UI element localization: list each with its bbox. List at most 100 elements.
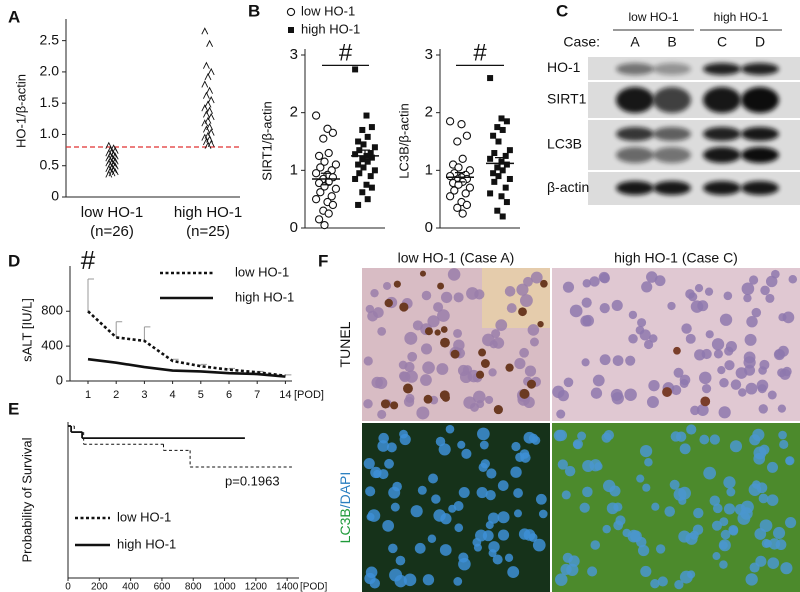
nucleus: [366, 512, 375, 521]
nucleus: [365, 486, 376, 497]
nucleus: [577, 431, 587, 441]
nucleus: [711, 338, 725, 351]
data-point: [498, 158, 505, 165]
nucleus: [370, 466, 382, 479]
nucleus: [709, 434, 720, 445]
nucleus: [649, 334, 658, 343]
nucleus: [370, 288, 379, 298]
nucleus: [461, 448, 472, 459]
data-point: [327, 192, 336, 201]
nucleus: [488, 541, 500, 553]
error-bar: [360, 149, 370, 163]
nucleus: [486, 468, 497, 479]
y-tick-label: 1: [425, 161, 433, 178]
tunel-positive: [519, 388, 530, 399]
data-point: [363, 112, 370, 119]
data-point: [201, 104, 209, 112]
nucleus: [749, 434, 761, 446]
tunel-positive: [380, 399, 391, 409]
y-tick-label: 2.5: [40, 31, 60, 47]
nucleus: [504, 553, 514, 562]
y-tick-label: 2.0: [40, 63, 60, 79]
nucleus: [670, 431, 681, 442]
nucleus: [528, 433, 539, 443]
tunel-positive: [419, 270, 426, 277]
error-bar: [321, 172, 331, 186]
nucleus: [524, 365, 537, 377]
nucleus: [693, 507, 704, 519]
nucleus: [678, 486, 691, 500]
nucleus: [655, 544, 666, 554]
data-point: [506, 147, 513, 154]
data-point: [491, 150, 498, 157]
data-point: [490, 170, 497, 177]
nucleus: [589, 276, 600, 287]
data-point: [457, 120, 466, 129]
data-point: [356, 147, 363, 154]
data-point: [206, 106, 214, 114]
nucleus: [785, 456, 795, 466]
y-axis-label: LC3B/β-actin: [396, 103, 411, 178]
data-point: [311, 195, 321, 204]
data-point: [355, 161, 362, 168]
tunel-positive: [526, 379, 537, 389]
nucleus: [694, 284, 704, 293]
nucleus: [478, 462, 488, 472]
blot-band: [703, 87, 741, 113]
nucleus: [404, 361, 415, 373]
nucleus: [768, 538, 781, 550]
nucleus: [563, 377, 574, 388]
data-point: [499, 167, 506, 174]
data-point: [499, 126, 506, 133]
data-point: [331, 160, 341, 169]
nucleus: [582, 486, 593, 498]
row-label: LC3B/DAPI: [337, 472, 353, 544]
nucleus: [641, 281, 653, 293]
nucleus: [445, 424, 455, 434]
nucleus: [640, 565, 652, 577]
data-point: [367, 173, 374, 180]
data-point: [204, 72, 212, 81]
nucleus: [758, 366, 767, 375]
nucleus: [673, 367, 684, 378]
tunel-positive: [700, 396, 711, 407]
nucleus: [556, 409, 566, 419]
data-point: [201, 133, 209, 141]
data-point: [324, 209, 333, 218]
data-point: [105, 141, 113, 149]
blot-band: [741, 147, 779, 163]
x-tick-label: 800: [185, 582, 202, 592]
nucleus: [751, 307, 762, 318]
data-point: [458, 154, 467, 163]
nucleus: [421, 290, 432, 301]
nucleus: [765, 293, 775, 303]
nucleus: [484, 395, 494, 405]
blot-band: [616, 87, 654, 113]
x-axis-label: [POD]: [294, 389, 324, 401]
nucleus: [497, 529, 510, 541]
nucleus: [611, 299, 623, 311]
nucleus: [384, 458, 394, 469]
tunel-positive: [480, 359, 490, 368]
data-point: [368, 154, 375, 161]
nucleus: [757, 384, 767, 394]
nucleus: [466, 287, 479, 300]
annotation: #: [339, 40, 353, 67]
nucleus: [718, 406, 731, 419]
nucleus: [778, 430, 787, 440]
tunel-positive: [478, 348, 487, 357]
nucleus: [433, 302, 444, 313]
data-point: [206, 39, 214, 47]
data-point: [355, 201, 362, 208]
nucleus: [718, 539, 731, 552]
nucleus: [519, 294, 533, 307]
data-line: [87, 310, 286, 378]
tunel-positive: [493, 405, 503, 415]
nucleus: [758, 493, 769, 504]
nucleus: [422, 574, 435, 586]
data-point: [314, 215, 324, 224]
data-point: [105, 164, 113, 173]
nucleus: [639, 329, 651, 341]
nucleus: [744, 333, 757, 346]
nucleus: [427, 315, 440, 328]
